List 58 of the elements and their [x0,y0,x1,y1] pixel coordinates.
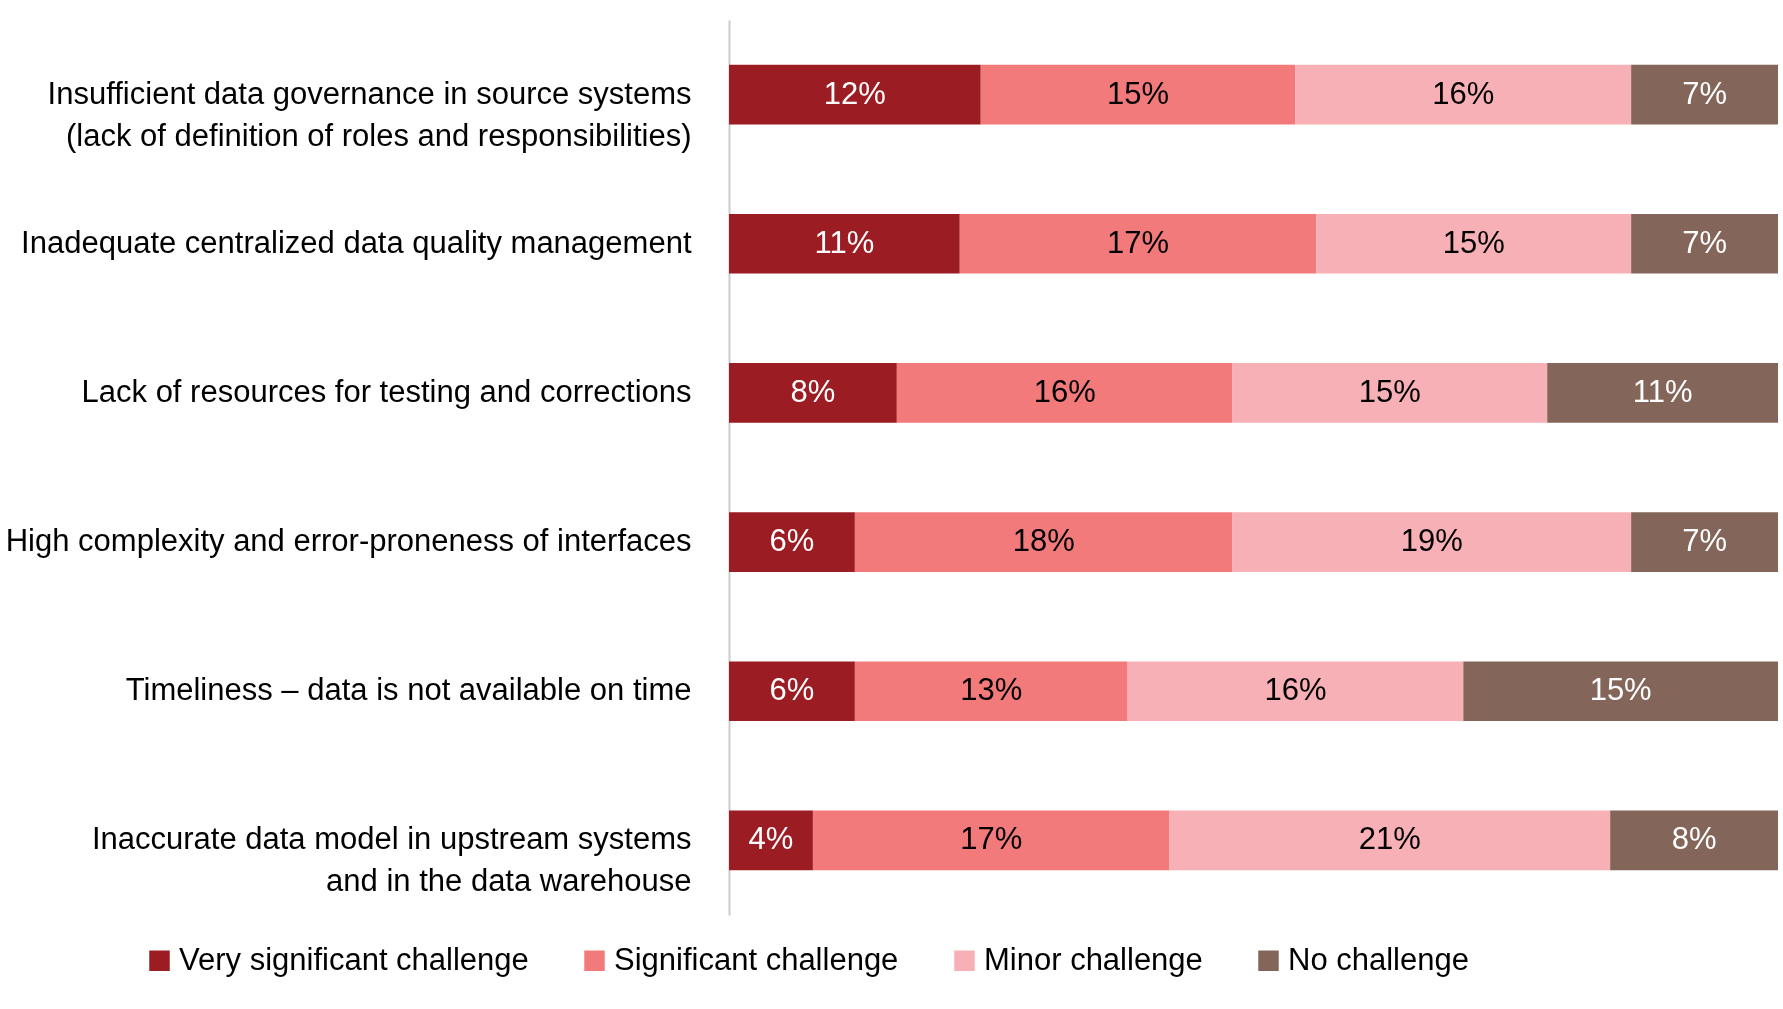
data-label: 15% [1442,224,1505,260]
bar [729,213,960,274]
data-label: 15% [1107,75,1170,111]
bar [1127,661,1464,722]
data-label: 13% [960,672,1023,708]
bar [854,512,1233,572]
y-tick-label: Inaccurate data model in upstream systems and in the data warehouse [91,821,692,899]
data-label: 17% [960,821,1023,857]
legend-label: Very significant challenge [179,941,529,977]
legend-label: No challenge [1288,941,1469,977]
data-label: 8% [1671,821,1717,857]
y-tick-label: Lack of resources for testing and corrections [81,373,692,409]
bar [729,661,855,722]
data-label: 16% [1432,75,1495,111]
y-tick-label: Insufficient data governance in source systems (lack of definition of roles and responsibilities) [47,75,692,153]
data-label: 12% [823,75,886,111]
data-label: 21% [1358,821,1421,857]
bar [1631,64,1778,125]
data-label: 16% [1033,373,1096,409]
bar [812,810,1170,871]
data-label: 7% [1682,75,1727,111]
bar [959,213,1317,274]
data-label: 6% [769,523,815,559]
bar [1169,810,1611,871]
data-label: 15% [1589,672,1652,708]
bar [980,64,1296,125]
data-label: 18% [1012,523,1075,559]
y-tick-label: Inadequate centralized data quality management [21,224,692,260]
y-tick-label: High complexity and error-proneness of interfaces [5,523,692,559]
bar [1295,64,1632,125]
data-label: 11% [814,224,875,260]
bar [896,363,1233,423]
data-label: 11% [1632,373,1693,409]
bar [729,810,813,871]
bar [1316,213,1632,274]
y-tick-label: Timeliness – data is not available on time [125,672,692,708]
bar [729,64,981,125]
bar [729,363,897,423]
data-label: 7% [1682,523,1727,559]
bar [854,661,1128,722]
bar [1610,810,1778,871]
legend-label: Significant challenge [614,941,899,977]
data-label: 19% [1400,523,1463,559]
bar [1631,512,1778,572]
bar [1631,213,1778,274]
legend-label: Minor challenge [984,941,1203,977]
bar [1232,512,1632,572]
bar [729,512,855,572]
data-label: 7% [1682,224,1727,260]
data-label: 16% [1264,672,1327,708]
data-label: 17% [1107,224,1170,260]
data-label: 15% [1358,373,1421,409]
data-label: 6% [769,672,815,708]
bar [1232,363,1548,423]
data-label: 4% [748,821,794,857]
data-label: 8% [790,373,836,409]
bar [1547,363,1778,423]
bar [1463,661,1778,722]
